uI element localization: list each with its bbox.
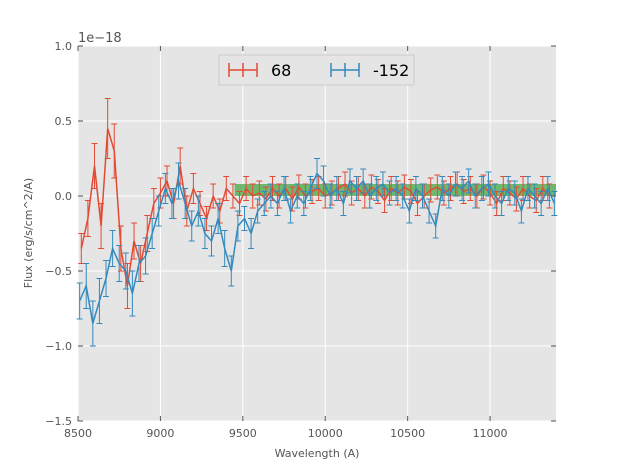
- y-axis-label: Flux (erg/s/cm^2/A): [22, 178, 35, 288]
- series-layer: [76, 98, 558, 347]
- x-tick-label: 10000: [308, 427, 343, 440]
- y-tick-label: 0.0: [55, 190, 73, 203]
- x-axis-label: Wavelength (A): [275, 447, 360, 460]
- y-tick-label: 1.0: [55, 40, 73, 53]
- y-tick-label: −0.5: [45, 265, 72, 278]
- y-tick-label: 0.5: [55, 115, 73, 128]
- legend-label: 68: [271, 61, 291, 80]
- x-tick-label: 10500: [390, 427, 425, 440]
- legend: 68 -152: [218, 54, 415, 86]
- x-tick-label: 9500: [229, 427, 257, 440]
- x-tick-label: 8500: [64, 427, 92, 440]
- series-line--152: [78, 172, 556, 324]
- legend-entry--152: -152: [330, 61, 409, 80]
- y-tick-label: −1.0: [45, 340, 72, 353]
- plot-background: [78, 46, 556, 421]
- legend-entry-68: 68: [228, 61, 291, 80]
- series-line-68: [80, 128, 550, 287]
- x-tick-label: 9000: [146, 427, 174, 440]
- legend-label: -152: [373, 61, 409, 80]
- x-tick-label: 11000: [473, 427, 508, 440]
- y-offset-label: 1e−18: [78, 31, 122, 46]
- axes-layer: 8500 9000 9500 10000 10500 11000 −1.5 −1.0 −0.5 0…: [45, 40, 556, 440]
- series--152: [76, 158, 558, 347]
- y-tick-label: −1.5: [45, 415, 72, 428]
